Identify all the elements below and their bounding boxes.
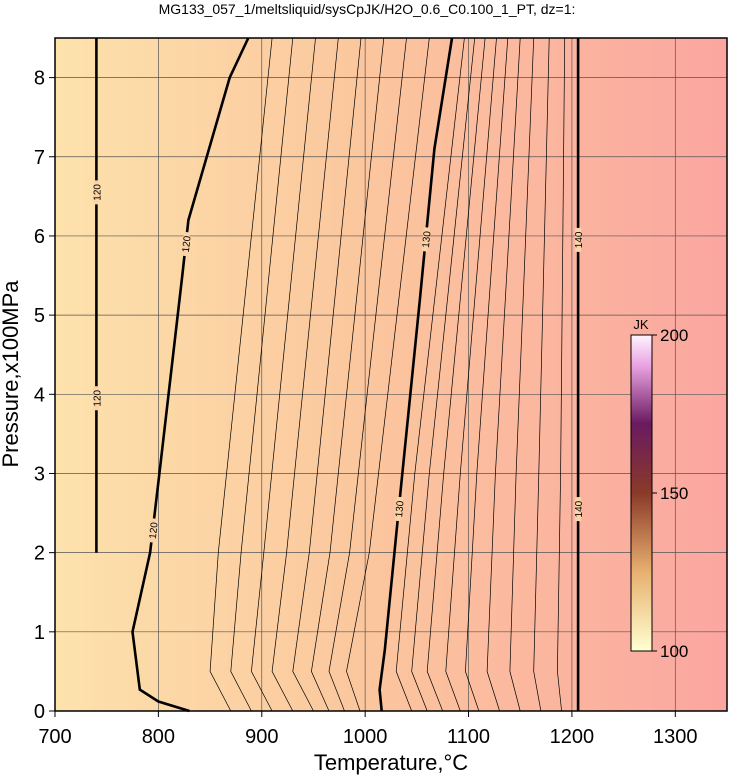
contour-label-gap [394, 496, 403, 522]
contour-line [209, 37, 273, 712]
x-tick-label: 1000 [343, 726, 388, 748]
contour-line [292, 37, 362, 712]
y-axis-label: Pressure,x100MPa [0, 280, 23, 468]
chart-title: MG133_057_1/meltsliquid/sysCpJK/H2O_0.6_… [159, 1, 576, 17]
x-tick-label: 800 [142, 726, 175, 748]
contour-line [486, 37, 521, 712]
y-tick-label: 2 [34, 543, 45, 565]
contour-label: 130 [394, 500, 407, 518]
contour-label-gap [575, 227, 582, 252]
contour-label: 120 [181, 235, 194, 253]
contour-label: 130 [421, 230, 434, 248]
contour-line [311, 37, 385, 712]
y-tick-label: 8 [34, 68, 45, 90]
x-tick-label: 1200 [550, 726, 595, 748]
contour-line [445, 37, 497, 712]
contour-line [131, 37, 250, 713]
contour-line [230, 37, 294, 712]
contour-label: 140 [574, 231, 585, 248]
contour-label-gap [148, 518, 158, 543]
contour-line [557, 37, 566, 712]
colorbar-label: JK [633, 317, 649, 332]
contour-line [328, 37, 407, 712]
contour-line [346, 37, 430, 712]
contour-layer: 120 120 120 120 130 130 140 140 [92, 37, 585, 713]
y-tick-label: 7 [34, 147, 45, 169]
plot-frame [54, 37, 728, 712]
contour-line [465, 37, 509, 712]
x-axis-label: Temperature,°C [314, 750, 468, 775]
contour-line [411, 37, 476, 712]
y-tick-label: 6 [34, 226, 45, 248]
contour-line [533, 37, 550, 712]
contour-label-gap [93, 180, 100, 205]
y-tick-label: 0 [34, 701, 45, 723]
y-tick-label: 5 [34, 305, 45, 327]
contour-line [251, 37, 316, 712]
colorbar-tick-label: 100 [660, 642, 688, 661]
y-tick-label: 1 [34, 622, 45, 644]
contour-line [395, 37, 465, 712]
y-tick-label: 4 [34, 384, 45, 406]
contour-label: 120 [148, 521, 161, 539]
colorbar [630, 334, 653, 652]
colorbar-tick-label: 200 [660, 326, 688, 345]
contour-label-gap [93, 386, 100, 411]
contour-label-gap [421, 227, 430, 252]
contour-label: 140 [574, 500, 585, 517]
contour-line [426, 37, 486, 712]
plot-background [55, 38, 727, 711]
x-tick-label: 700 [38, 726, 71, 748]
colorbar-tick-label: 150 [660, 484, 688, 503]
x-tick-label: 900 [245, 726, 278, 748]
contour-label-gap [181, 231, 191, 257]
x-tick-label: 1300 [653, 726, 698, 748]
contour-label: 120 [92, 184, 103, 201]
y-tick-label: 3 [34, 463, 45, 485]
x-tick-label: 1100 [447, 726, 490, 748]
contour-label-gap [575, 497, 582, 522]
contour-line [271, 37, 339, 712]
contour-line [509, 37, 535, 712]
contour-label: 120 [92, 389, 103, 406]
